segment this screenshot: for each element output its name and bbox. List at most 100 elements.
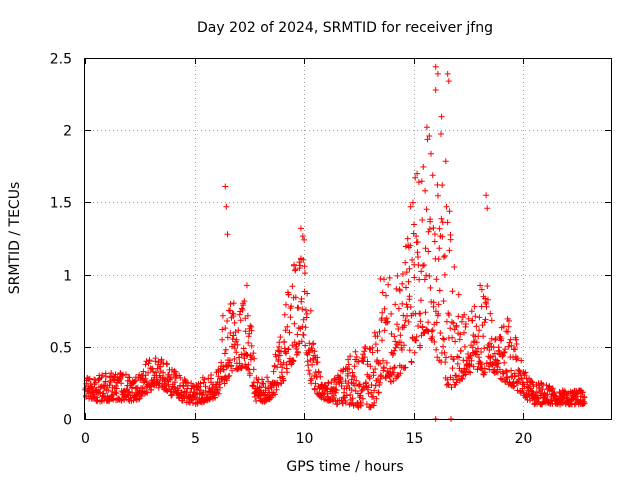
data-point [488,317,495,324]
data-point [284,323,291,330]
y-axis-label: SRMTID / TECUs [7,182,23,295]
data-point [325,380,332,387]
data-point [394,342,401,348]
data-point [466,362,472,368]
data-point [102,378,109,385]
data-point [290,357,297,364]
data-point [85,376,92,383]
data-point [224,318,231,324]
data-point [386,274,393,281]
data-point [476,327,483,334]
data-point [441,349,448,356]
data-point [415,179,422,186]
data-point [426,133,433,139]
data-point [418,297,424,304]
data-point [231,356,238,362]
data-point [112,389,119,396]
data-point [379,337,385,344]
data-point [395,305,402,312]
data-point [475,345,481,352]
data-point [146,358,153,365]
data-point [231,319,238,326]
data-point [446,247,453,254]
x-tick-label: 10 [296,431,314,447]
data-point [168,392,175,399]
data-point [423,272,430,279]
data-point [399,346,405,353]
data-point [461,311,468,318]
data-point [366,375,373,382]
data-point [373,395,380,402]
data-point [537,392,544,399]
data-point [406,347,413,354]
data-point [478,286,485,293]
data-point [441,336,448,343]
data-point [445,381,451,388]
data-point [351,373,358,380]
data-point [288,361,295,368]
data-point [188,396,195,403]
data-point [436,287,443,294]
data-point [431,238,438,245]
data-point [533,389,540,396]
data-point [137,376,144,383]
data-point [461,329,467,336]
data-point [243,282,250,289]
data-point [299,306,306,313]
data-point [150,368,157,375]
data-point [504,328,511,335]
data-point [208,372,215,378]
data-point [135,396,142,403]
data-point [379,289,386,296]
data-point [492,336,499,343]
data-point [281,339,288,346]
data-point [343,392,350,399]
data-point [416,276,423,283]
data-point [430,225,437,231]
data-point [298,295,305,302]
data-point [302,270,308,277]
data-point [457,347,464,354]
data-point [214,387,221,394]
data-point [384,319,390,326]
data-point [522,369,529,376]
data-point [294,331,301,338]
data-point [397,332,404,339]
data-point [506,317,512,324]
data-point [367,363,374,370]
data-point [348,387,355,393]
data-point [449,288,456,295]
data-point [368,382,375,388]
data-point [401,342,407,349]
data-point [414,239,421,245]
data-point [299,233,306,240]
data-point [254,379,261,386]
x-tick-label: 20 [515,431,533,447]
data-point [91,381,98,388]
data-point [209,384,216,391]
data-point [506,339,513,346]
data-point [398,339,404,346]
data-point [429,172,436,179]
data-point [508,367,515,374]
data-point [248,342,255,349]
data-point [435,256,442,263]
data-point [402,259,409,266]
data-point [419,217,426,223]
data-point [171,379,178,386]
data-point [376,379,383,386]
y-tick-label: 0.5 [50,341,72,357]
data-point [481,319,488,326]
data-point [453,379,460,386]
data-point [422,187,429,194]
data-point [448,319,455,326]
data-point [446,208,453,215]
data-points [82,63,588,422]
data-point [406,265,413,272]
data-point [411,221,417,228]
data-point [503,367,509,374]
data-point [325,393,331,400]
data-point [292,266,299,273]
data-point [513,356,520,363]
data-point [118,380,125,387]
